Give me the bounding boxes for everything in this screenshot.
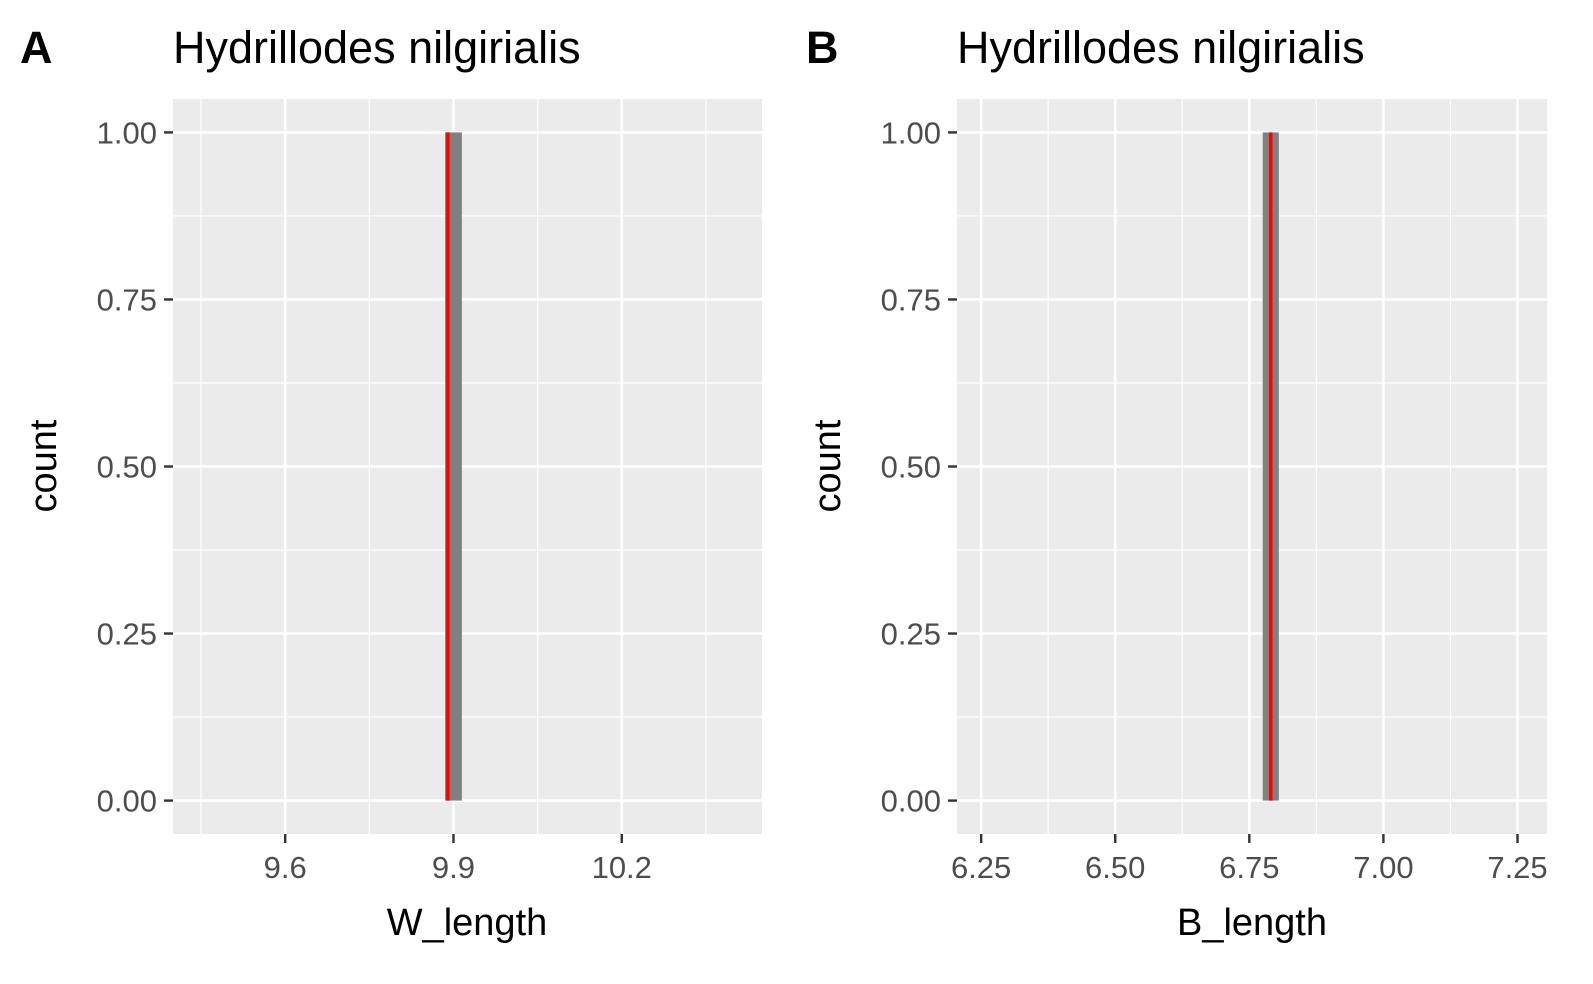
y-tick-label: 0.25 [97,617,157,652]
panel-b-grid [957,99,1547,834]
y-tick-label: 0.75 [881,282,941,317]
panel-b-y-axis-title: count [807,419,849,512]
x-tick-label: 6.75 [1219,850,1279,885]
panel-a-y-axis-title: count [23,419,65,512]
x-tick-label: 10.2 [592,850,652,885]
x-tick-label: 9.9 [432,850,475,885]
y-tick-label: 0.00 [881,784,941,819]
panel-a-x-axis: 9.6 9.9 10.2 [264,834,652,885]
y-tick-label: 0.75 [97,282,157,317]
panel-a-tag: A [20,22,53,73]
y-tick-label: 0.00 [97,784,157,819]
panel-b-y-axis: 0.00 0.25 0.50 0.75 1.00 [881,115,957,819]
x-tick-label: 9.6 [264,850,307,885]
panel-a-title: Hydrillodes nilgirialis [173,22,581,73]
y-tick-label: 0.25 [881,617,941,652]
y-tick-label: 1.00 [97,115,157,150]
panel-a-x-axis-title: W_length [387,902,548,944]
panel-b-title: Hydrillodes nilgirialis [957,22,1365,73]
panel-b-x-axis: 6.25 6.50 6.75 7.00 7.25 [951,834,1548,885]
panel-a: A Hydrillodes nilgirialis 0.000.250.500.… [20,22,762,944]
x-tick-label: 6.25 [951,850,1011,885]
panel-a-y-axis: 0.00 0.25 0.50 0.75 1.00 [97,115,173,819]
panel-b-tag: B [806,22,839,73]
x-tick-label: 7.25 [1487,850,1547,885]
x-tick-label: 7.00 [1353,850,1413,885]
y-tick-label: 0.50 [97,450,157,485]
y-tick-label: 0.50 [881,450,941,485]
y-tick-label: 1.00 [881,115,941,150]
panel-b: B Hydrillodes nilgirialis 0.000.250.500.… [806,22,1548,944]
panel-b-x-axis-title: B_length [1177,902,1327,944]
x-tick-label: 6.50 [1085,850,1145,885]
